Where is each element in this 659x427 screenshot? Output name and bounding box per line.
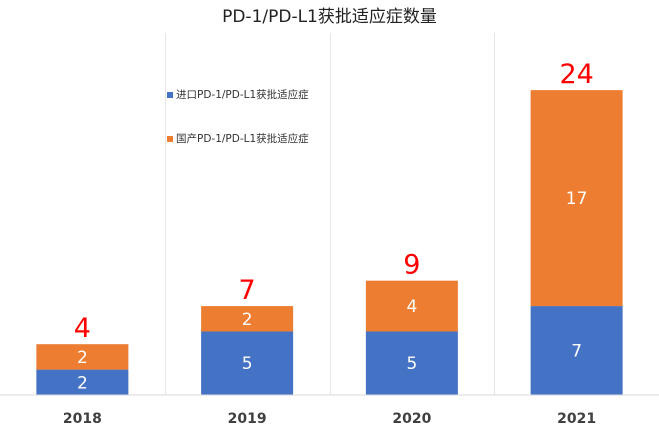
total-label-2020: 9 <box>403 250 420 281</box>
legend-swatch-imported <box>167 91 173 98</box>
segment-label: 2 <box>77 348 88 368</box>
segment-label: 2 <box>242 310 253 330</box>
bar-2020-imported <box>365 331 458 395</box>
bar-2018-imported <box>36 369 129 395</box>
legend-swatch-domestic <box>167 135 173 142</box>
legend-label-domestic: 国产PD-1/PD-L1获批适应症 <box>176 133 309 145</box>
bar-2019-imported <box>201 331 294 395</box>
bar-2019-domestic <box>201 306 294 332</box>
bar-2018-domestic <box>36 344 129 370</box>
legend-item-domestic: 国产PD-1/PD-L1获批适应症 <box>167 131 309 146</box>
x-tick-label: 2021 <box>557 411 596 427</box>
total-label-2018: 4 <box>74 313 91 344</box>
total-label-2019: 7 <box>239 275 256 306</box>
total-label-2021: 24 <box>559 59 593 90</box>
chart-title: PD-1/PD-L1获批适应症数量 <box>222 7 437 27</box>
x-tick-label: 2018 <box>63 411 102 427</box>
segment-label: 17 <box>566 189 588 209</box>
bar-2021-domestic <box>530 90 623 307</box>
x-tick-label: 2019 <box>228 411 267 427</box>
legend-label-imported: 进口PD-1/PD-L1获批适应症 <box>176 89 309 101</box>
segment-label: 5 <box>242 354 253 374</box>
segment-label: 7 <box>571 342 582 362</box>
x-tick-label: 2020 <box>392 411 431 427</box>
segment-label: 5 <box>406 354 417 374</box>
segment-label: 2 <box>77 373 88 393</box>
legend-item-imported: 进口PD-1/PD-L1获批适应症 <box>167 87 309 102</box>
bar-2020-domestic <box>365 280 458 332</box>
segment-label: 4 <box>406 297 417 317</box>
bar-2021-imported <box>530 306 623 395</box>
